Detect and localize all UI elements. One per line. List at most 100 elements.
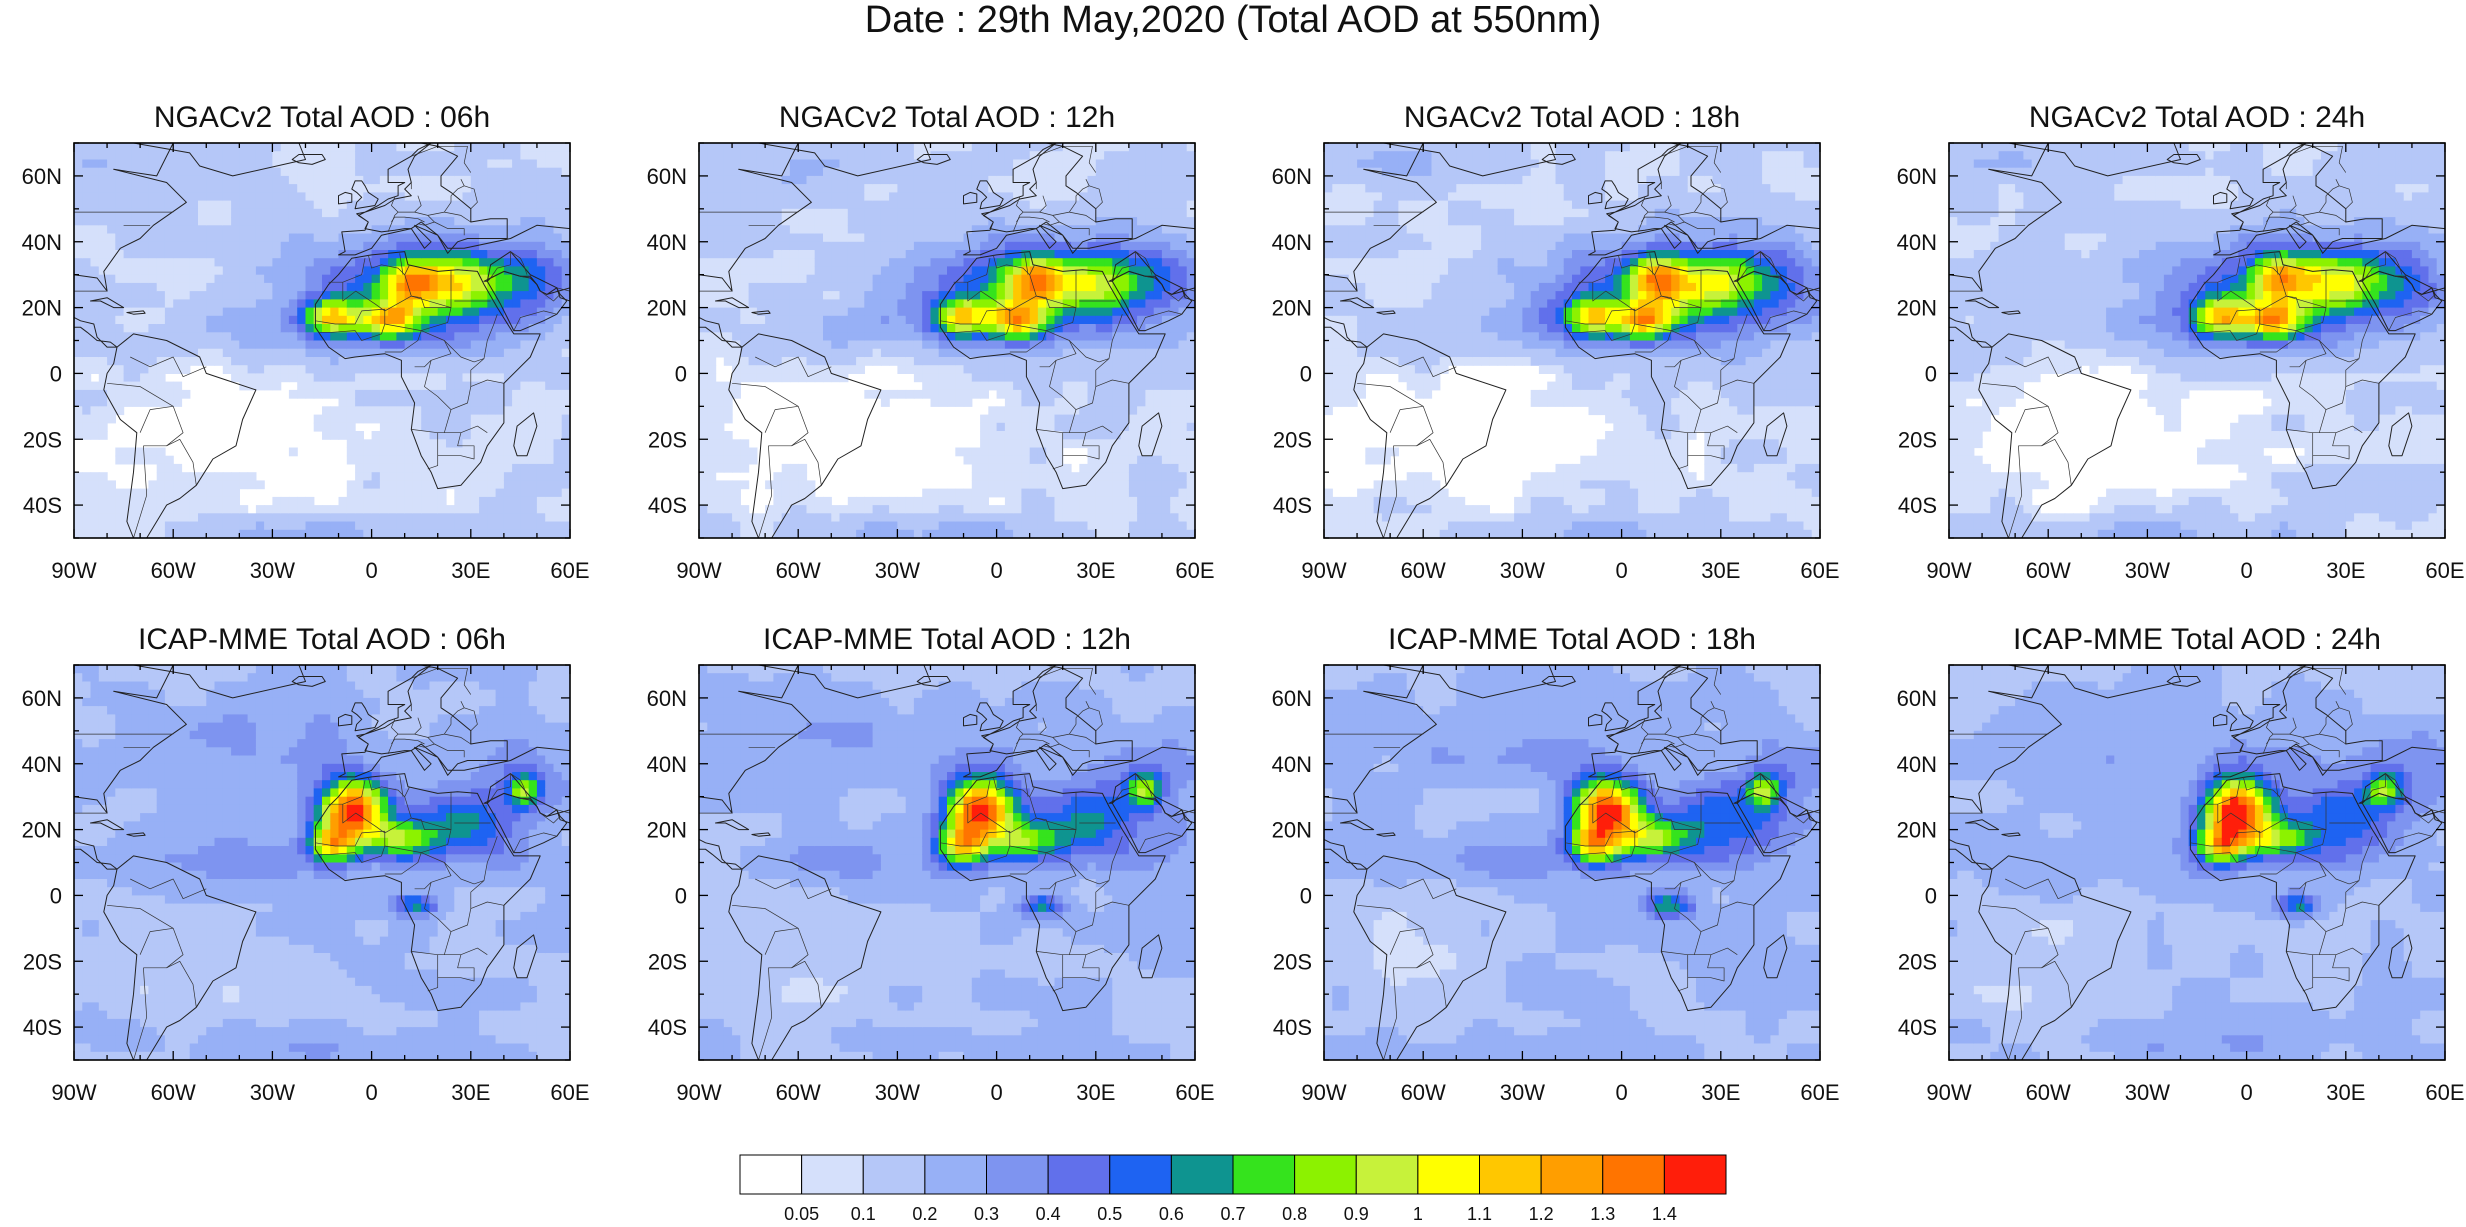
lat-tick-label: 40S [1273,1015,1312,1040]
lat-tick-label: 60N [22,686,62,711]
aod-field [1949,143,2446,539]
lat-tick-label: 0 [1925,361,1937,386]
lat-tick-label: 40N [1272,752,1312,777]
aod-field [1949,665,2446,1061]
panel-title: ICAP-MME Total AOD : 12h [763,623,1131,656]
colorbar-swatch [1295,1155,1357,1194]
lon-tick-label: 90W [1301,1080,1346,1105]
lon-tick-label: 60E [1175,558,1214,583]
lat-tick-label: 60N [1897,164,1937,189]
lat-tick-label: 0 [1925,883,1937,908]
lon-tick-label: 30W [1500,558,1545,583]
lat-tick-label: 40N [647,752,687,777]
colorbar-label: 1.2 [1529,1204,1554,1222]
lon-tick-label: 30W [2125,558,2170,583]
lon-tick-label: 30E [1076,558,1115,583]
lon-tick-label: 90W [1926,1080,1971,1105]
lon-tick-label: 90W [676,558,721,583]
colorbar-label: 1.3 [1590,1204,1615,1222]
lon-tick-label: 30E [1701,558,1740,583]
lon-tick-label: 30E [451,1080,490,1105]
lon-tick-label: 90W [1301,558,1346,583]
colorbar-swatch [1233,1155,1295,1194]
colorbar-swatch [1356,1155,1418,1194]
colorbar-label: 0.9 [1344,1204,1369,1222]
lat-tick-label: 20S [23,949,62,974]
lon-tick-label: 0 [1615,558,1627,583]
colorbar-label: 0.2 [912,1204,937,1222]
lat-tick-label: 20S [23,427,62,452]
lon-tick-label: 30E [2326,558,2365,583]
lon-tick-label: 30W [250,558,295,583]
lon-tick-label: 30W [875,558,920,583]
panel-title: ICAP-MME Total AOD : 18h [1388,623,1756,656]
colorbar-swatch [1048,1155,1110,1194]
lon-tick-label: 60E [1175,1080,1214,1105]
panel-title: NGACv2 Total AOD : 24h [2029,101,2365,134]
lon-tick-label: 60W [776,1080,821,1105]
panel-title: NGACv2 Total AOD : 18h [1404,101,1740,134]
lon-tick-label: 60W [2026,558,2071,583]
lon-tick-label: 90W [51,1080,96,1105]
lon-tick-label: 60W [1401,1080,1446,1105]
aod-field [699,143,1196,539]
colorbar-swatch [925,1155,987,1194]
lat-tick-label: 0 [50,883,62,908]
lat-tick-label: 0 [675,883,687,908]
lat-tick-label: 20S [1898,427,1937,452]
colorbar-label: 0.6 [1159,1204,1184,1222]
colorbar-label: 1 [1413,1204,1423,1222]
lat-tick-label: 20S [1898,949,1937,974]
lon-tick-label: 30E [2326,1080,2365,1105]
lat-tick-label: 40S [648,1015,687,1040]
colorbar-swatch [987,1155,1049,1194]
lat-tick-label: 40S [23,493,62,518]
lon-tick-label: 60W [1401,558,1446,583]
colorbar-swatch [863,1155,925,1194]
panel-title: NGACv2 Total AOD : 12h [779,101,1115,134]
colorbar-label: 1.1 [1467,1204,1492,1222]
lat-tick-label: 20N [22,818,62,843]
colorbar-label: 0.8 [1282,1204,1307,1222]
lat-tick-label: 20N [1272,818,1312,843]
lat-tick-label: 40S [1898,1015,1937,1040]
lon-tick-label: 60W [151,1080,196,1105]
lon-tick-label: 60E [1800,558,1839,583]
map-panel: NGACv2 Total AOD : 18h 90W 60W 30W 0 30E 60E 60… [1272,101,1840,583]
lon-tick-label: 0 [990,558,1002,583]
lat-tick-label: 60N [1272,164,1312,189]
lat-tick-label: 20N [22,296,62,321]
lon-tick-label: 60E [2425,1080,2464,1105]
lon-tick-label: 30W [2125,1080,2170,1105]
lat-tick-label: 20N [1897,296,1937,321]
panel-title: ICAP-MME Total AOD : 24h [2013,623,2381,656]
colorbar-label: 0.1 [851,1204,876,1222]
lat-tick-label: 20S [1273,427,1312,452]
colorbar-swatch [1418,1155,1480,1194]
lat-tick-label: 20N [647,818,687,843]
colorbar-label: 0.5 [1097,1204,1122,1222]
aod-field [74,143,571,539]
colorbar-label: 0.7 [1220,1204,1245,1222]
lon-tick-label: 30W [875,1080,920,1105]
lon-tick-label: 60W [776,558,821,583]
lat-tick-label: 0 [50,361,62,386]
colorbar-swatch [1541,1155,1603,1194]
lon-tick-label: 60E [550,1080,589,1105]
lon-tick-label: 0 [990,1080,1002,1105]
lon-tick-label: 90W [51,558,96,583]
colorbar-swatch [802,1155,864,1194]
colorbar-swatch [1480,1155,1542,1194]
lon-tick-label: 90W [1926,558,1971,583]
lon-tick-label: 60E [2425,558,2464,583]
lat-tick-label: 40S [1273,493,1312,518]
lat-tick-label: 60N [647,686,687,711]
